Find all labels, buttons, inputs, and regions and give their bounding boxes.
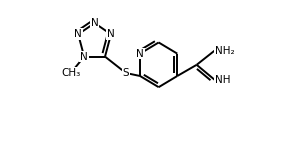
Text: N: N [136, 49, 144, 59]
Text: NH: NH [215, 75, 230, 85]
Text: N: N [107, 29, 115, 39]
Text: S: S [123, 68, 129, 78]
Text: NH₂: NH₂ [215, 46, 234, 56]
Text: CH₃: CH₃ [61, 68, 80, 78]
Text: N: N [80, 52, 88, 62]
Text: N: N [74, 29, 82, 39]
Text: N: N [91, 18, 98, 28]
